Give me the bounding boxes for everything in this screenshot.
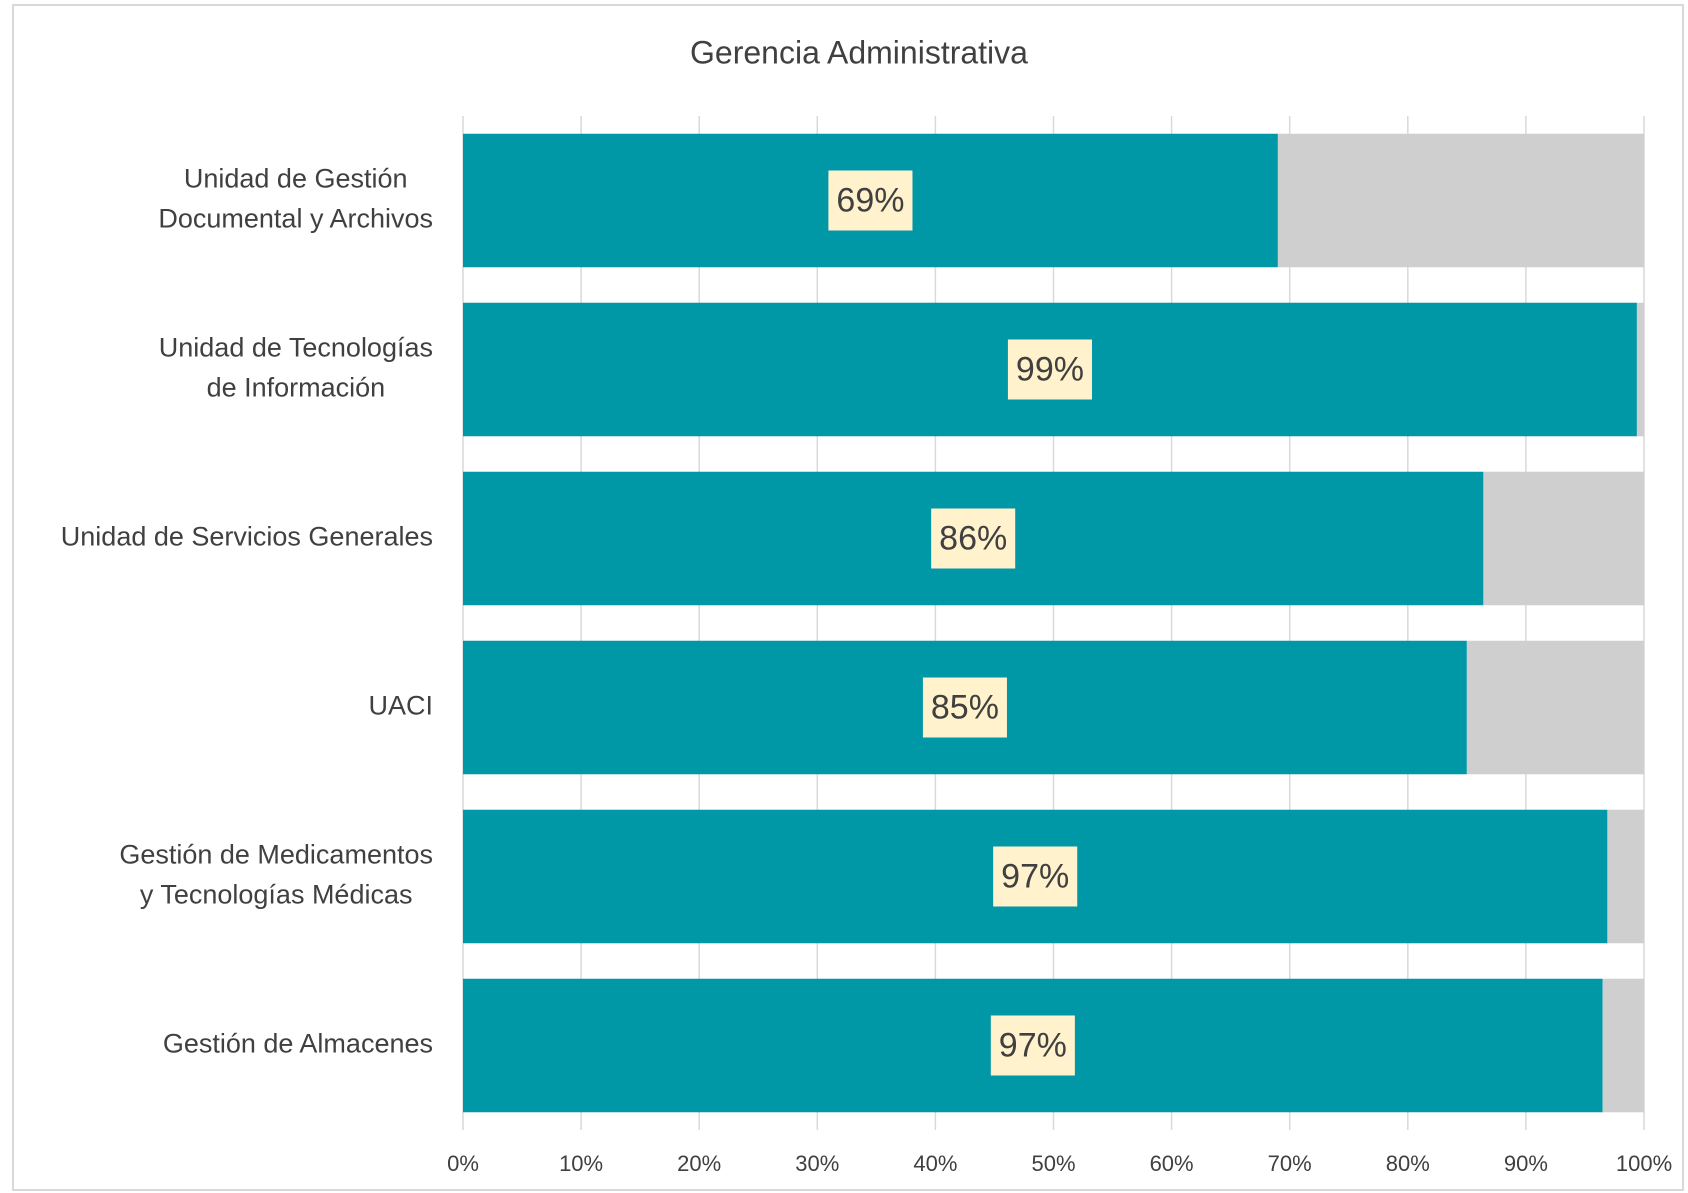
y-tick-label: de Información <box>207 373 386 403</box>
data-label-box <box>1007 339 1092 400</box>
data-label-box <box>828 170 913 231</box>
y-tick-label: Gestión de Medicamentos <box>119 840 433 870</box>
data-label-box <box>990 1015 1075 1076</box>
data-label-box <box>931 508 1016 569</box>
y-tick-label: y Tecnologías Médicas <box>140 880 413 910</box>
bar-segment <box>1636 302 1644 437</box>
y-tick-label: UACI <box>368 691 433 721</box>
data-label: 99% <box>1016 350 1084 388</box>
y-tick-label: Unidad de Gestión <box>184 164 408 194</box>
bar-segment <box>1602 978 1644 1113</box>
data-label: 97% <box>999 1026 1067 1064</box>
x-tick-label: 90% <box>1504 1151 1548 1176</box>
x-tick-label: 60% <box>1150 1151 1194 1176</box>
x-tick-label: 30% <box>795 1151 839 1176</box>
data-label: 69% <box>836 181 904 219</box>
bar-segment <box>1277 133 1644 268</box>
x-tick-label: 0% <box>447 1151 479 1176</box>
bar-segment <box>1483 471 1644 606</box>
data-label-box <box>922 677 1007 738</box>
x-tick-label: 20% <box>677 1151 721 1176</box>
bar-segment <box>1466 640 1644 775</box>
data-label-box <box>993 846 1078 907</box>
y-tick-label: Documental y Archivos <box>158 204 433 234</box>
x-tick-label: 80% <box>1386 1151 1430 1176</box>
x-tick-label: 10% <box>559 1151 603 1176</box>
grid <box>462 116 1645 1130</box>
y-tick-label: Unidad de Tecnologías <box>159 333 433 363</box>
y-tick-label: Gestión de Almacenes <box>163 1029 433 1059</box>
x-tick-label: 40% <box>913 1151 957 1176</box>
bar-segment <box>1607 809 1644 944</box>
data-label: 97% <box>1001 857 1069 895</box>
data-label: 86% <box>939 519 1007 557</box>
data-label: 85% <box>931 688 999 726</box>
y-tick-label: Unidad de Servicios Generales <box>61 522 433 552</box>
x-tick-label: 100% <box>1616 1151 1672 1176</box>
chart-title: Gerencia Administrativa <box>690 34 1028 70</box>
x-tick-label: 50% <box>1031 1151 1075 1176</box>
x-tick-label: 70% <box>1268 1151 1312 1176</box>
